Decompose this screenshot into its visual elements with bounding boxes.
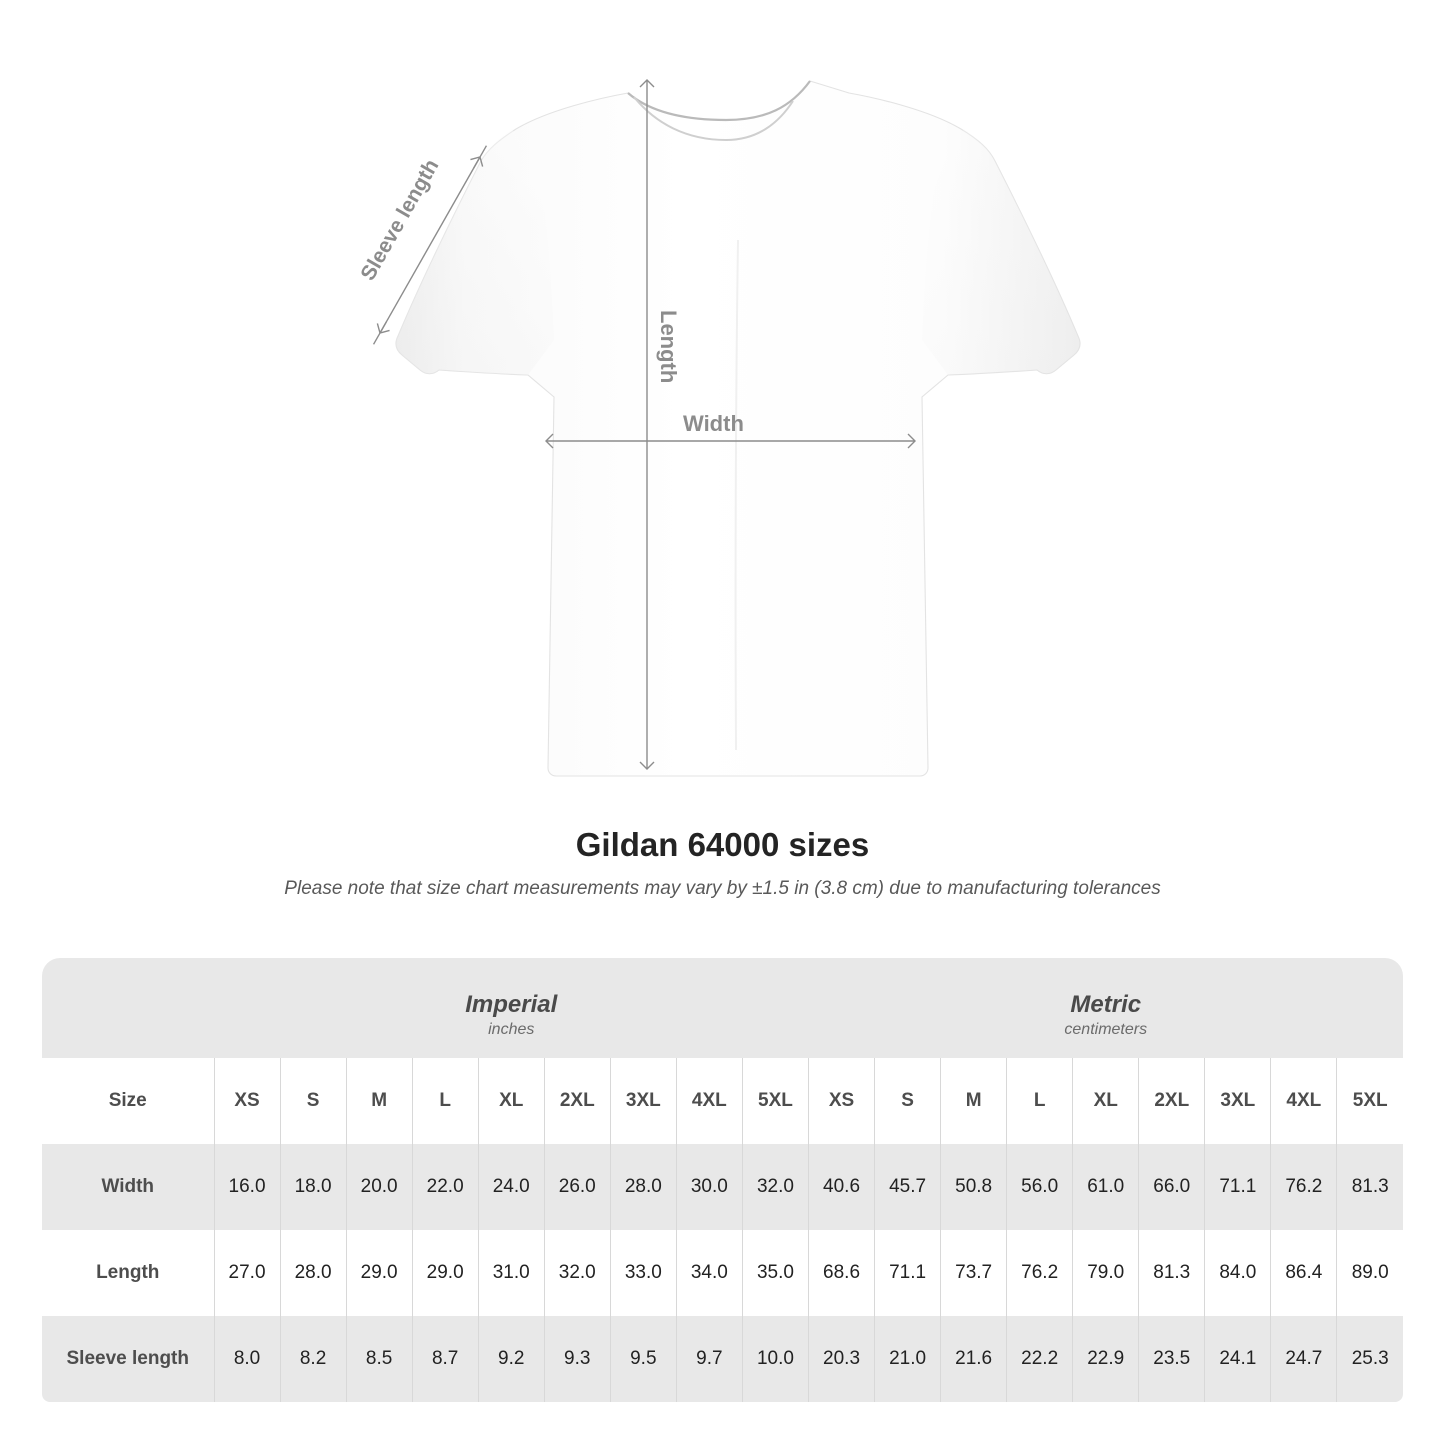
svg-text:Width: Width (683, 411, 744, 436)
svg-text:Length: Length (656, 310, 681, 383)
